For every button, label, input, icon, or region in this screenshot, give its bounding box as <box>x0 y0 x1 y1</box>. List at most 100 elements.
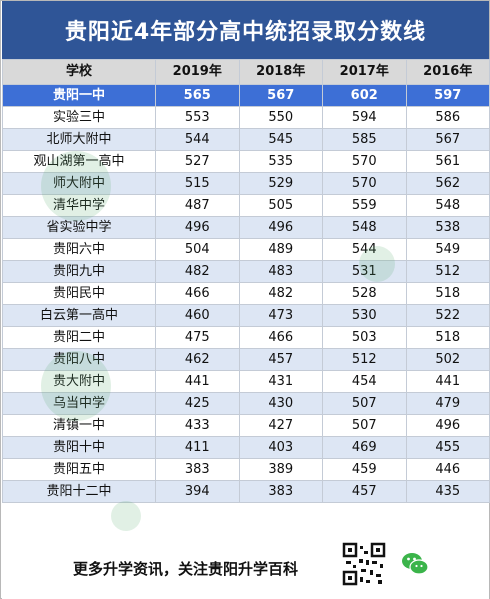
score-2018-cell: 489 <box>238 238 323 261</box>
score-2017-cell: 459 <box>322 458 407 481</box>
table-row: 北师大附中 544 545 585 567 <box>2 128 490 151</box>
school-name-cell: 贵阳九中 <box>2 260 156 283</box>
score-2018-cell: 529 <box>238 172 323 195</box>
table-row: 贵阳六中 504 489 544 549 <box>2 238 490 261</box>
school-name-cell: 北师大附中 <box>2 128 156 151</box>
score-2018-cell: 427 <box>238 414 323 437</box>
table-row: 贵大附中 441 431 454 441 <box>2 370 490 393</box>
score-2018-cell: 483 <box>238 260 323 283</box>
score-2019-cell: 475 <box>155 326 240 349</box>
wechat-icon <box>402 553 429 575</box>
score-2016-cell: 561 <box>405 150 490 173</box>
page-title: 贵阳近4年部分高中统招录取分数线 <box>2 1 489 59</box>
school-name-cell: 白云第一高中 <box>2 304 156 327</box>
score-2019-cell: 394 <box>155 480 240 503</box>
score-2019-cell: 441 <box>155 370 240 393</box>
school-name-cell: 贵阳八中 <box>2 348 156 371</box>
school-name-cell: 清华中学 <box>2 194 156 217</box>
score-2019-cell: 462 <box>155 348 240 371</box>
score-2016-cell: 562 <box>405 172 490 195</box>
score-2016-cell: 446 <box>405 458 490 481</box>
table-row: 清华中学 487 505 559 548 <box>2 194 490 217</box>
score-2017-cell: 457 <box>322 480 407 503</box>
school-name-cell: 乌当中学 <box>2 392 156 415</box>
score-2018-cell: 430 <box>238 392 323 415</box>
score-2017-cell: 548 <box>322 216 407 239</box>
score-2018-cell: 567 <box>238 84 323 107</box>
score-2016-cell: 549 <box>405 238 490 261</box>
table-row: 贵阳十二中 394 383 457 435 <box>2 480 490 503</box>
school-name-cell: 贵阳十二中 <box>2 480 156 503</box>
table-row: 白云第一高中 460 473 530 522 <box>2 304 490 327</box>
column-header-school: 学校 <box>2 59 156 85</box>
score-2019-cell: 383 <box>155 458 240 481</box>
score-2019-cell: 482 <box>155 260 240 283</box>
score-2017-cell: 507 <box>322 392 407 415</box>
school-name-cell: 省实验中学 <box>2 216 156 239</box>
score-2016-cell: 518 <box>405 326 490 349</box>
score-2019-cell: 565 <box>155 84 240 107</box>
footer: 更多升学资讯，关注贵阳升学百科 <box>2 538 489 599</box>
table-row: 乌当中学 425 430 507 479 <box>2 392 490 415</box>
score-2018-cell: 496 <box>238 216 323 239</box>
score-2016-cell: 512 <box>405 260 490 283</box>
table-row: 清镇一中 433 427 507 496 <box>2 414 490 437</box>
watermark-logo-icon <box>111 501 141 531</box>
score-2016-cell: 496 <box>405 414 490 437</box>
score-2019-cell: 544 <box>155 128 240 151</box>
score-2016-cell: 479 <box>405 392 490 415</box>
score-2016-cell: 538 <box>405 216 490 239</box>
score-2018-cell: 473 <box>238 304 323 327</box>
score-2016-cell: 435 <box>405 480 490 503</box>
score-2019-cell: 460 <box>155 304 240 327</box>
score-2018-cell: 457 <box>238 348 323 371</box>
score-2019-cell: 527 <box>155 150 240 173</box>
score-2018-cell: 550 <box>238 106 323 129</box>
school-name-cell: 观山湖第一高中 <box>2 150 156 173</box>
score-2017-cell: 594 <box>322 106 407 129</box>
score-2018-cell: 545 <box>238 128 323 151</box>
score-2016-cell: 567 <box>405 128 490 151</box>
score-2018-cell: 482 <box>238 282 323 305</box>
score-2019-cell: 515 <box>155 172 240 195</box>
qr-code-icon <box>342 542 386 586</box>
score-2017-cell: 530 <box>322 304 407 327</box>
score-2019-cell: 553 <box>155 106 240 129</box>
score-2017-cell: 570 <box>322 172 407 195</box>
score-2018-cell: 466 <box>238 326 323 349</box>
school-name-cell: 贵阳民中 <box>2 282 156 305</box>
school-name-cell: 实验三中 <box>2 106 156 129</box>
score-2016-cell: 441 <box>405 370 490 393</box>
score-2017-cell: 585 <box>322 128 407 151</box>
table-row: 贵阳八中 462 457 512 502 <box>2 348 490 371</box>
score-2017-cell: 512 <box>322 348 407 371</box>
score-2017-cell: 507 <box>322 414 407 437</box>
school-name-cell: 贵阳十中 <box>2 436 156 459</box>
score-2016-cell: 455 <box>405 436 490 459</box>
score-2019-cell: 496 <box>155 216 240 239</box>
score-2018-cell: 383 <box>238 480 323 503</box>
table-row: 省实验中学 496 496 548 538 <box>2 216 490 239</box>
score-2017-cell: 602 <box>322 84 407 107</box>
score-2016-cell: 548 <box>405 194 490 217</box>
table-row: 贵阳十中 411 403 469 455 <box>2 436 490 459</box>
table-row: 贵阳五中 383 389 459 446 <box>2 458 490 481</box>
footer-text: 更多升学资讯，关注贵阳升学百科 <box>73 560 299 578</box>
table-row: 贵阳九中 482 483 531 512 <box>2 260 490 283</box>
score-2017-cell: 528 <box>322 282 407 305</box>
table-row: 实验三中 553 550 594 586 <box>2 106 490 129</box>
score-2018-cell: 505 <box>238 194 323 217</box>
table-header-row: 学校 2019年 2018年 2017年 2016年 <box>2 59 490 85</box>
score-2016-cell: 502 <box>405 348 490 371</box>
score-2017-cell: 544 <box>322 238 407 261</box>
score-2017-cell: 503 <box>322 326 407 349</box>
table-row: 观山湖第一高中 527 535 570 561 <box>2 150 490 173</box>
school-name-cell: 贵阳六中 <box>2 238 156 261</box>
school-name-cell: 清镇一中 <box>2 414 156 437</box>
score-2016-cell: 597 <box>405 84 490 107</box>
score-2017-cell: 559 <box>322 194 407 217</box>
column-header-2016: 2016年 <box>405 59 490 85</box>
school-name-cell: 贵大附中 <box>2 370 156 393</box>
score-2016-cell: 522 <box>405 304 490 327</box>
